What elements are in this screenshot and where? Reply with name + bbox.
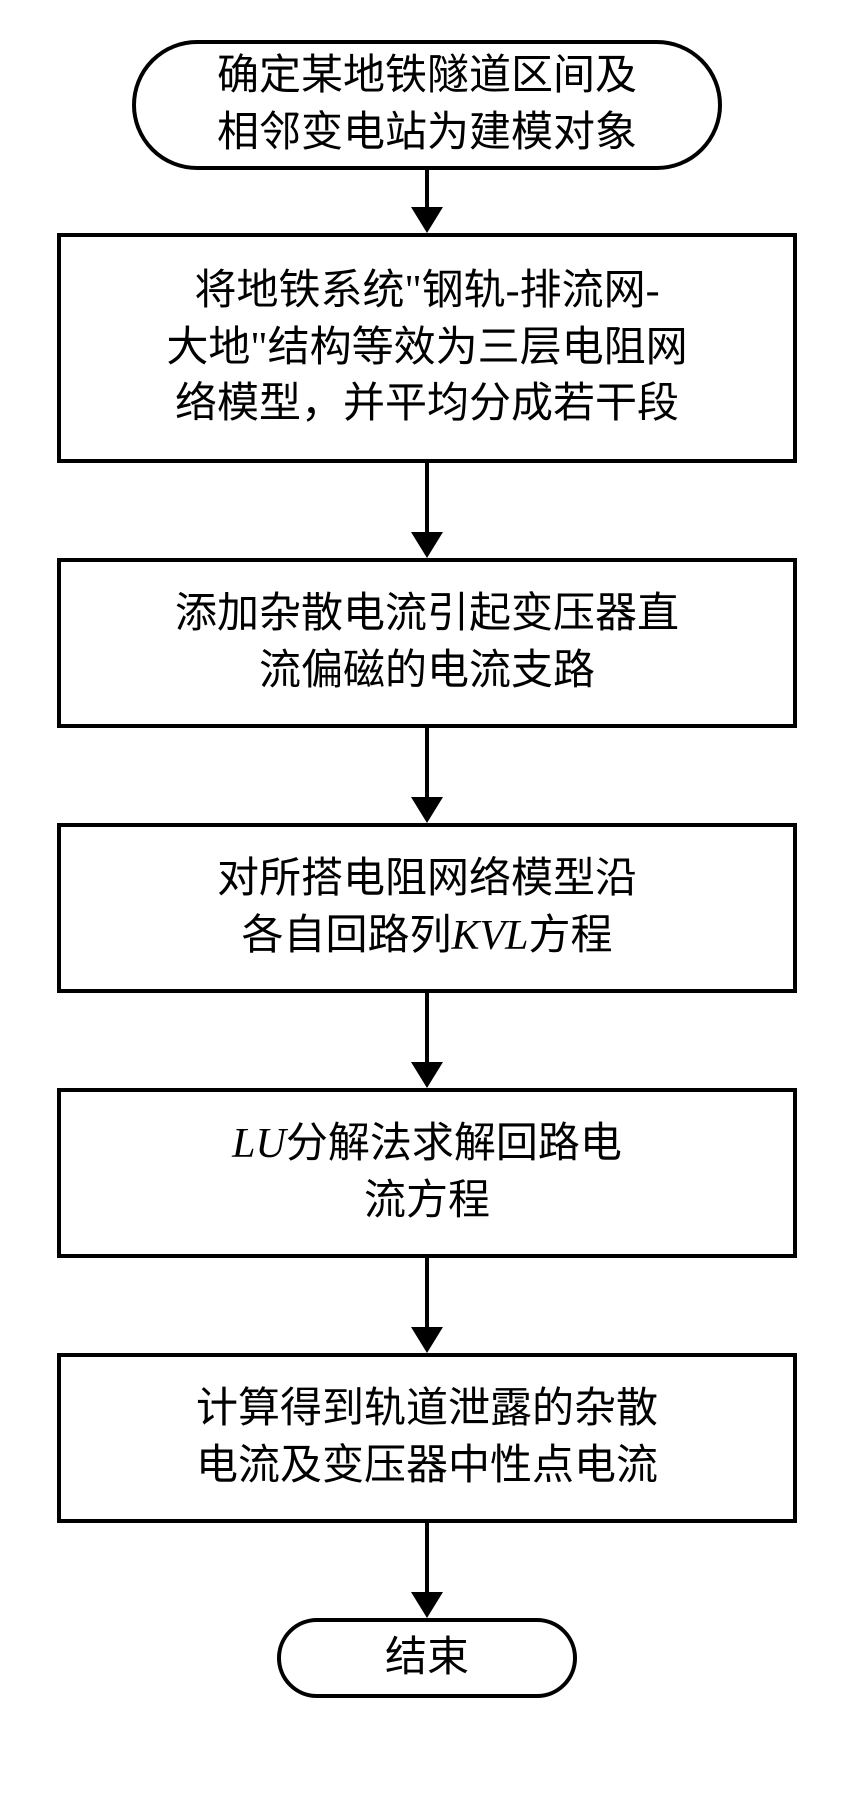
process-node-kvl: 对所搭电阻网络模型沿 各自回路列KVL方程 (57, 823, 797, 993)
text-italic-kvl: KVL (451, 913, 528, 959)
text-line: 计算得到轨道泄露的杂散 (196, 1386, 658, 1432)
process-node-lu: LU分解法求解回路电 流方程 (57, 1088, 797, 1258)
text-line: 流偏磁的电流支路 (259, 648, 595, 694)
process-node-calculate: 计算得到轨道泄露的杂散 电流及变压器中性点电流 (57, 1353, 797, 1523)
text-line: 流方程 (364, 1178, 490, 1224)
process-node-equivalent-model: 将地铁系统"钢轨-排流网- 大地"结构等效为三层电阻网 络模型，并平均分成若干段 (57, 233, 797, 463)
arrow (0, 993, 854, 1088)
arrow (0, 728, 854, 823)
text-line: 将地铁系统"钢轨-排流网- (194, 268, 659, 314)
text-line: 对所搭电阻网络模型沿 (217, 856, 637, 902)
text-line: 添加杂散电流引起变压器直 (175, 591, 679, 637)
text-line: 电流及变压器中性点电流 (196, 1443, 658, 1489)
flowchart-container: 确定某地铁隧道区间及 相邻变电站为建模对象 将地铁系统"钢轨-排流网- 大地"结… (0, 0, 854, 1813)
text-line: 确定某地铁隧道区间及 (217, 53, 637, 99)
text-line: 络模型，并平均分成若干段 (175, 381, 679, 427)
arrow (0, 1523, 854, 1618)
text-line: 方程 (529, 913, 613, 959)
end-node: 结束 (277, 1618, 577, 1698)
arrow (0, 1258, 854, 1353)
text-line: 各自回路列 (241, 913, 451, 959)
text-line: 相邻变电站为建模对象 (217, 110, 637, 156)
start-node: 确定某地铁隧道区间及 相邻变电站为建模对象 (132, 40, 722, 170)
text-line: 大地"结构等效为三层电阻网 (166, 325, 687, 371)
process-node-add-branch: 添加杂散电流引起变压器直 流偏磁的电流支路 (57, 558, 797, 728)
arrow (0, 463, 854, 558)
text-line: 分解法求解回路电 (286, 1121, 622, 1167)
arrow (0, 170, 854, 233)
text-line: 结束 (385, 1630, 469, 1687)
text-italic-lu: LU (232, 1121, 286, 1167)
